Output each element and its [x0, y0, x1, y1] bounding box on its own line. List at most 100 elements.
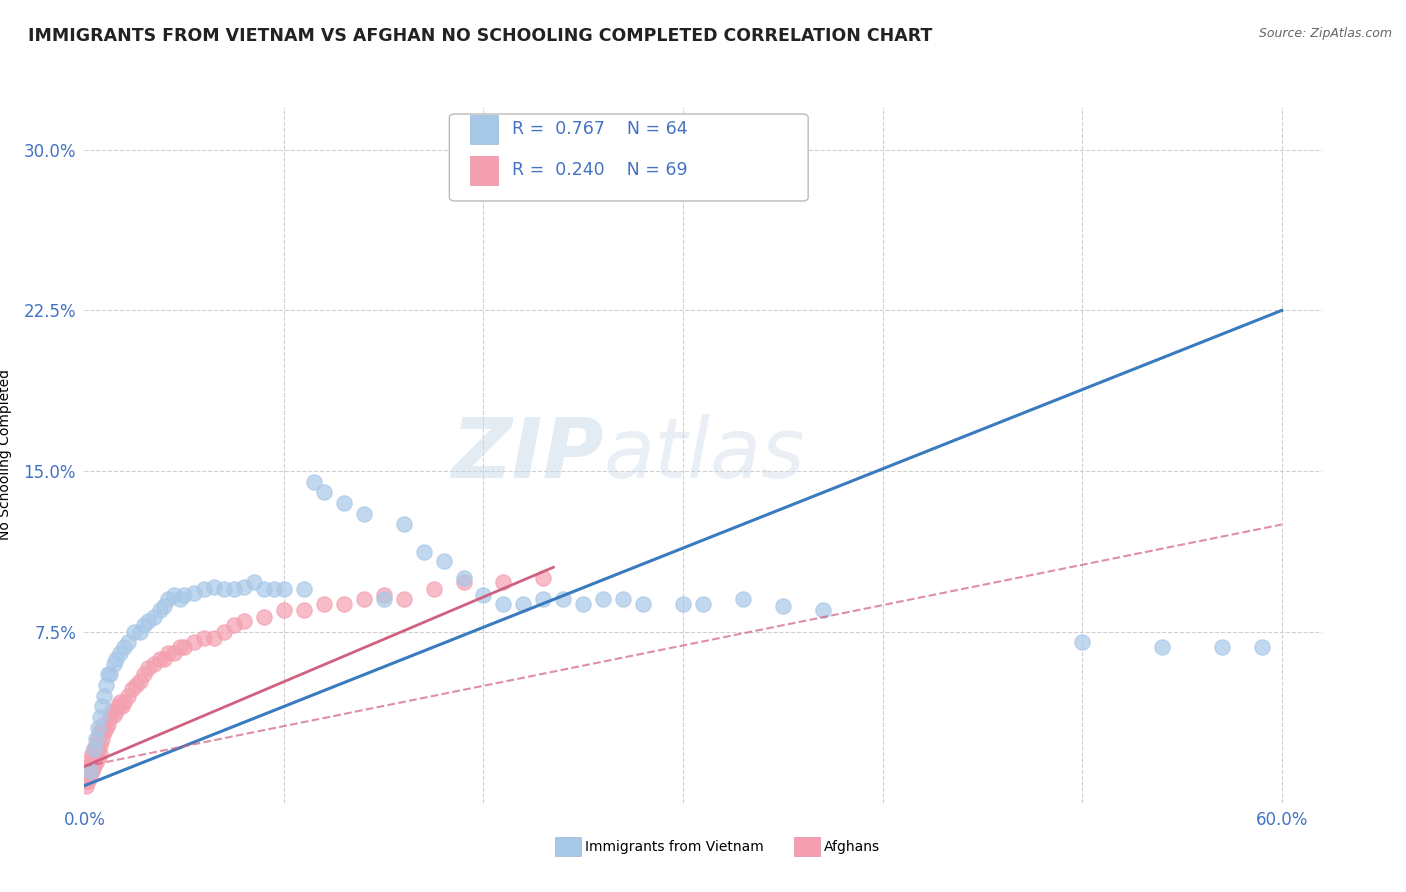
Point — [253, 609, 276, 624]
Point — [75, 764, 97, 778]
Y-axis label: No Schooling Completed: No Schooling Completed — [0, 369, 13, 541]
Point — [149, 603, 172, 617]
Point — [82, 759, 104, 773]
Point — [153, 652, 176, 666]
Point — [1250, 640, 1272, 654]
Point — [112, 640, 135, 654]
Point — [97, 716, 120, 731]
Point — [91, 731, 114, 746]
Point — [97, 667, 120, 681]
Point — [233, 580, 256, 594]
Point — [75, 774, 97, 789]
FancyBboxPatch shape — [450, 114, 808, 201]
Point — [169, 640, 191, 654]
Point — [98, 710, 121, 724]
Point — [692, 597, 714, 611]
Point — [79, 764, 101, 778]
Point — [253, 582, 276, 596]
Point — [202, 631, 225, 645]
Point — [553, 592, 575, 607]
Point — [83, 753, 105, 767]
Point — [86, 738, 108, 752]
Text: atlas: atlas — [605, 415, 806, 495]
Point — [592, 592, 614, 607]
Text: Source: ZipAtlas.com: Source: ZipAtlas.com — [1258, 27, 1392, 40]
Point — [163, 588, 186, 602]
Point — [392, 517, 415, 532]
Point — [86, 731, 108, 746]
Point — [96, 678, 118, 692]
Point — [117, 635, 139, 649]
Point — [492, 575, 515, 590]
Point — [353, 592, 375, 607]
Point — [77, 774, 100, 789]
Point — [93, 725, 115, 739]
Point — [392, 592, 415, 607]
Point — [243, 575, 266, 590]
Text: R =  0.767    N = 64: R = 0.767 N = 64 — [512, 120, 688, 138]
Point — [263, 582, 285, 596]
Point — [75, 779, 97, 793]
Point — [83, 742, 105, 756]
Point — [117, 689, 139, 703]
Point — [77, 759, 100, 773]
Point — [157, 646, 180, 660]
Point — [105, 652, 128, 666]
Point — [134, 618, 156, 632]
Point — [157, 592, 180, 607]
Point — [89, 725, 111, 739]
Point — [1211, 640, 1233, 654]
Point — [612, 592, 634, 607]
Point — [79, 768, 101, 782]
Point — [96, 721, 118, 735]
Point — [89, 738, 111, 752]
Point — [87, 721, 110, 735]
Point — [422, 582, 444, 596]
Point — [79, 764, 101, 778]
Point — [91, 721, 114, 735]
Point — [631, 597, 654, 611]
Point — [302, 475, 325, 489]
Point — [273, 582, 295, 596]
Point — [202, 580, 225, 594]
Point — [98, 667, 121, 681]
Text: Immigrants from Vietnam: Immigrants from Vietnam — [585, 839, 763, 854]
Point — [93, 689, 115, 703]
Point — [453, 575, 475, 590]
Point — [531, 592, 554, 607]
Point — [82, 764, 104, 778]
Point — [134, 667, 156, 681]
Point — [129, 624, 152, 639]
Point — [183, 635, 205, 649]
Point — [472, 588, 495, 602]
Point — [121, 682, 143, 697]
Point — [107, 699, 129, 714]
Point — [333, 496, 356, 510]
Point — [373, 588, 395, 602]
Point — [512, 597, 534, 611]
Point — [163, 646, 186, 660]
Point — [103, 657, 125, 671]
Point — [222, 582, 245, 596]
Point — [672, 597, 695, 611]
Point — [183, 586, 205, 600]
Point — [77, 768, 100, 782]
Point — [772, 599, 794, 613]
Point — [89, 710, 111, 724]
Point — [83, 759, 105, 773]
Point — [212, 582, 235, 596]
Text: Afghans: Afghans — [824, 839, 880, 854]
Point — [233, 614, 256, 628]
Point — [193, 631, 215, 645]
Point — [1150, 640, 1173, 654]
Point — [173, 588, 195, 602]
Point — [1071, 635, 1094, 649]
Point — [101, 704, 124, 718]
Point — [572, 597, 595, 611]
FancyBboxPatch shape — [471, 115, 498, 144]
Point — [149, 652, 172, 666]
Point — [312, 485, 335, 500]
Point — [129, 673, 152, 688]
Point — [86, 755, 108, 769]
Point — [143, 609, 166, 624]
